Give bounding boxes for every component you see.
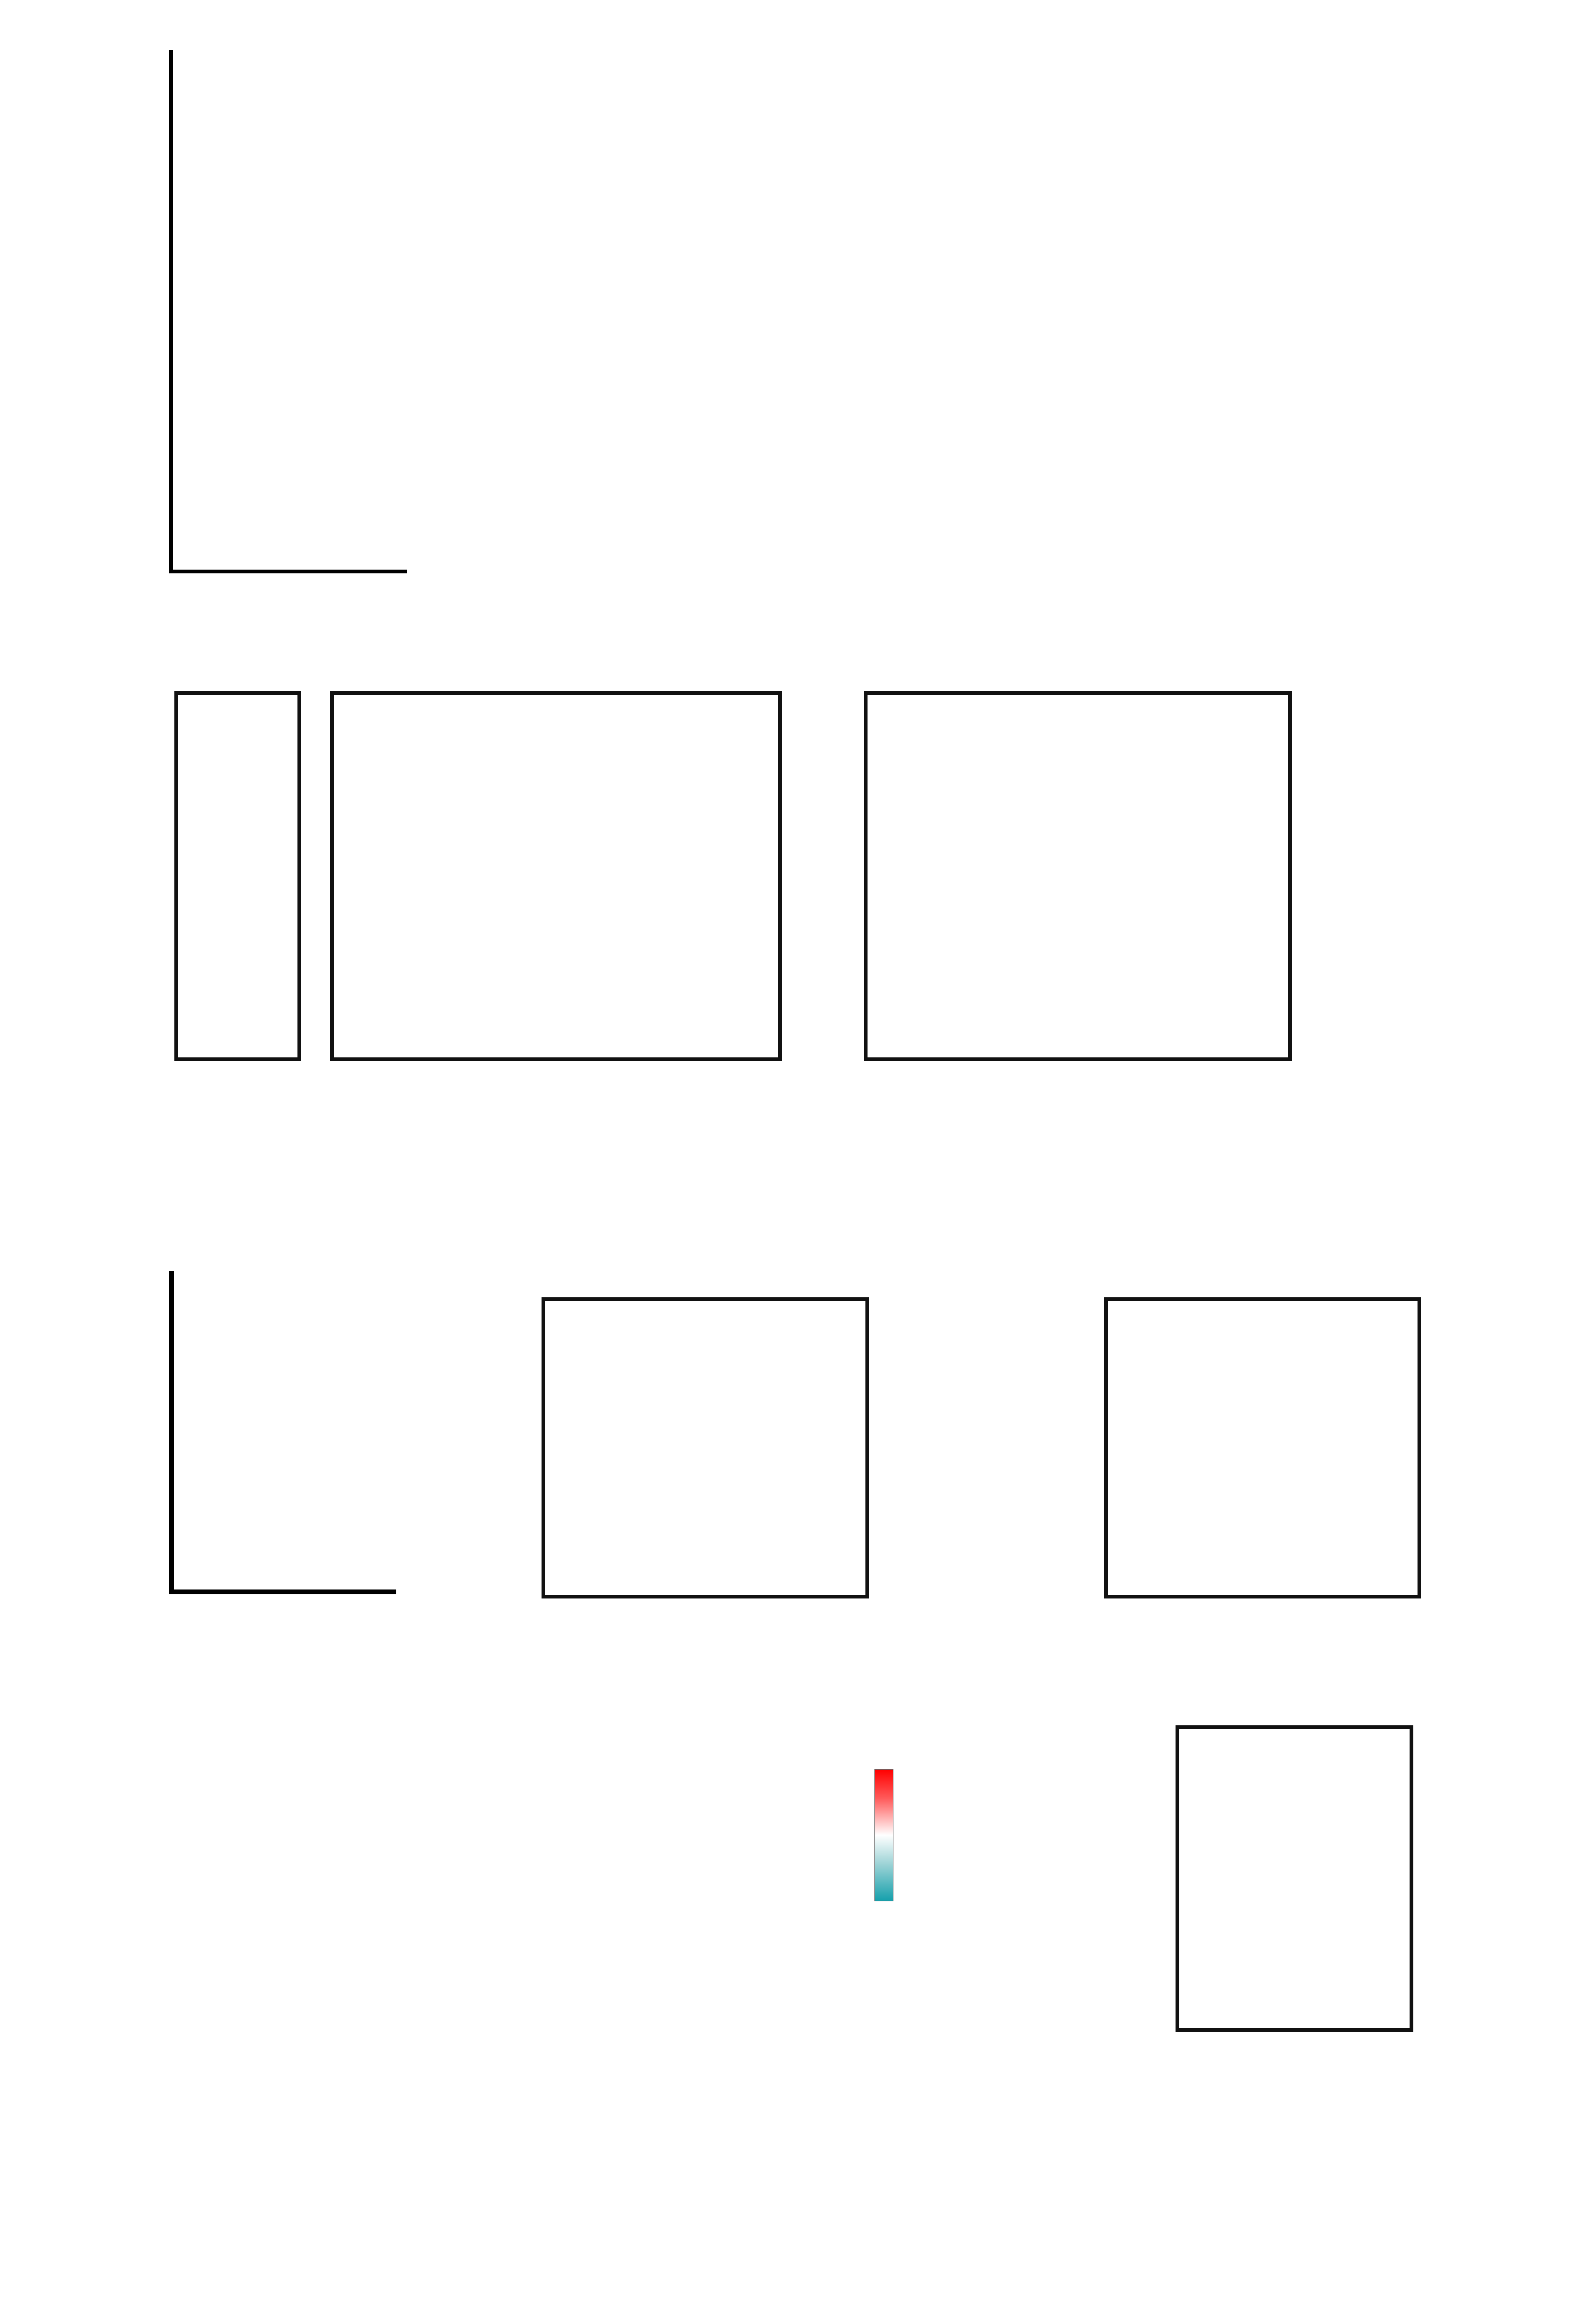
- panel-e-plot: [542, 1297, 869, 1598]
- panel-g-row-dendrogram: [32, 1770, 70, 1991]
- panel-d: [0, 1194, 433, 1691]
- panel-c-sub2-frame: [330, 691, 782, 1061]
- panel-c-sub3-frame: [864, 691, 1292, 1061]
- panel-g: [0, 1665, 951, 2324]
- panel-h: [951, 1665, 1585, 2324]
- panel-g-column-dendrogram: [71, 1739, 616, 1770]
- panel-b: [740, 0, 1585, 624]
- panel-a: [0, 0, 740, 624]
- panel-c-sub2: [330, 691, 782, 1061]
- panel-c: [0, 624, 1585, 1194]
- panel-e: [433, 1194, 909, 1691]
- panel-c-sub1-frame: [174, 691, 301, 1061]
- panel-h-significance: [1176, 1725, 1413, 2032]
- panel-g-heatmap: [71, 1770, 616, 1991]
- panel-d-x-axis: [169, 1589, 396, 1594]
- panel-e-frame: [542, 1297, 869, 1598]
- panel-c-sub3: [864, 691, 1292, 1061]
- panel-c-sub1: [174, 691, 301, 1061]
- panel-f: [909, 1194, 1585, 1691]
- panel-d-plot: [169, 1271, 396, 1593]
- panel-f-frame: [1104, 1297, 1421, 1598]
- panel-f-plot: [1104, 1297, 1421, 1598]
- panel-b-plot: [740, 180, 1585, 486]
- panel-a-y-axis: [169, 50, 173, 573]
- panel-h-frame: [1176, 1725, 1413, 2032]
- panel-a-x-axis: [169, 570, 407, 573]
- panel-d-y-axis: [169, 1271, 174, 1593]
- panel-g-colorbar: [874, 1769, 893, 1901]
